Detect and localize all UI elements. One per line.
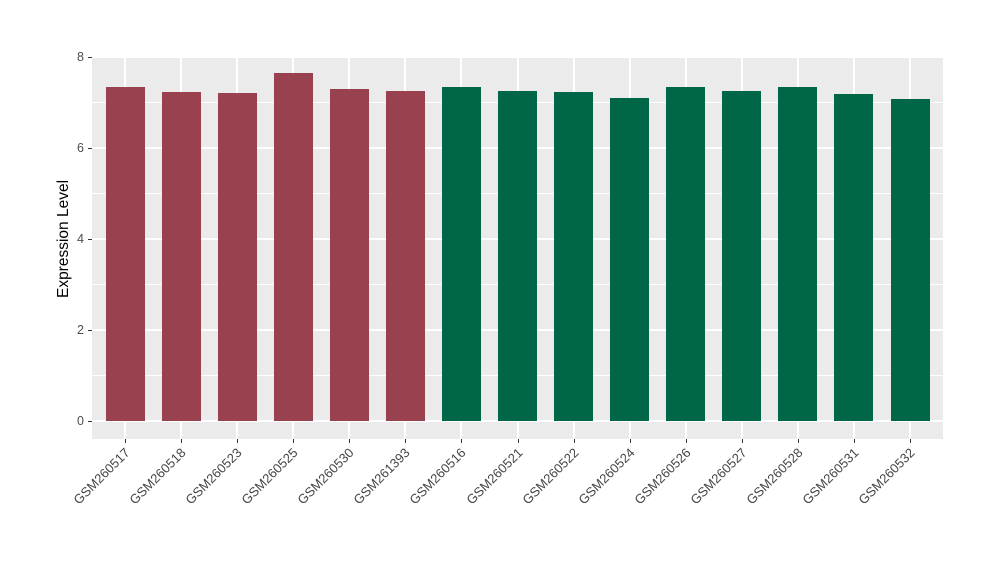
y-tick-label: 4 [77,232,84,246]
y-tick-mark [88,421,92,422]
y-tick-label: 8 [77,50,84,64]
bar-GSM260517 [105,87,145,421]
bar-GSM260525 [273,73,313,421]
bar-GSM260516 [441,87,481,421]
y-tick-mark [88,330,92,331]
x-tick-mark [517,439,519,443]
x-tick-mark [573,439,575,443]
bar-GSM260523 [217,92,257,421]
bar-GSM260528 [778,87,818,421]
bar-GSM260522 [554,92,594,421]
bar-GSM260524 [610,97,650,421]
plot-panel [92,57,943,439]
bar-GSM260521 [498,91,537,421]
x-tick-mark [293,439,295,443]
bar-GSM260531 [834,93,874,421]
x-tick-mark [405,439,407,443]
x-tick-mark [741,439,743,443]
y-tick-label: 0 [77,414,84,428]
bar-GSM260518 [161,91,201,421]
y-tick-mark [88,148,92,149]
y-tick-label: 2 [77,323,84,337]
bar-GSM260527 [722,91,762,421]
x-tick-mark [910,439,911,443]
x-tick-mark [853,439,855,443]
x-tick-mark [461,439,463,443]
bar-GSM261393 [385,90,425,421]
bar-GSM260526 [666,87,706,421]
bar-GSM260532 [890,98,930,421]
x-tick-mark [349,439,351,443]
x-tick-mark [237,439,239,443]
x-tick-mark [685,439,687,443]
y-tick-mark [88,57,92,58]
y-tick-label: 6 [77,141,84,155]
x-tick-mark [125,439,126,443]
x-tick-mark [797,439,799,443]
bar-GSM260530 [329,88,369,421]
y-tick-mark [88,239,92,240]
x-tick-mark [181,439,183,443]
x-tick-mark [629,439,631,443]
